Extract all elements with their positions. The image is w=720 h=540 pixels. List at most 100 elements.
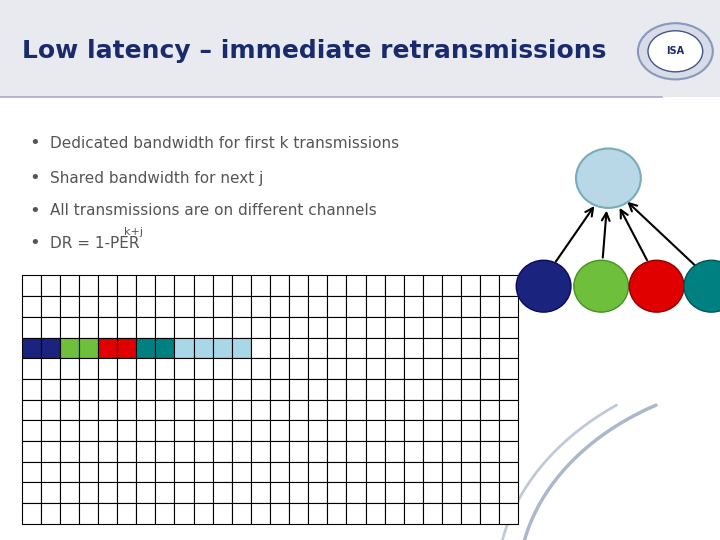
Bar: [289, 482, 308, 503]
Bar: [289, 379, 308, 400]
Bar: [404, 462, 423, 482]
Bar: [22, 420, 41, 441]
Bar: [423, 379, 442, 400]
Bar: [174, 482, 194, 503]
Bar: [79, 482, 98, 503]
Bar: [461, 400, 480, 420]
Bar: [98, 420, 117, 441]
Bar: [384, 400, 404, 420]
Bar: [98, 317, 117, 338]
Bar: [156, 338, 174, 358]
Bar: [174, 441, 194, 462]
Bar: [461, 503, 480, 524]
Bar: [404, 379, 423, 400]
Bar: [232, 275, 251, 296]
Bar: [212, 358, 232, 379]
Bar: [156, 420, 174, 441]
Bar: [194, 358, 212, 379]
Text: •: •: [29, 234, 40, 252]
Bar: [194, 420, 212, 441]
Bar: [251, 296, 270, 317]
Bar: [194, 482, 212, 503]
Bar: [499, 462, 518, 482]
Bar: [136, 462, 156, 482]
Bar: [366, 296, 384, 317]
Bar: [384, 296, 404, 317]
Bar: [117, 400, 136, 420]
Bar: [79, 462, 98, 482]
Bar: [41, 400, 60, 420]
Bar: [117, 296, 136, 317]
Bar: [60, 441, 79, 462]
Bar: [404, 358, 423, 379]
Bar: [346, 420, 366, 441]
Bar: [212, 503, 232, 524]
Bar: [499, 338, 518, 358]
Bar: [270, 462, 289, 482]
Bar: [117, 503, 136, 524]
Bar: [41, 275, 60, 296]
Bar: [117, 317, 136, 338]
Bar: [461, 296, 480, 317]
Bar: [442, 296, 461, 317]
Bar: [212, 317, 232, 338]
Text: ISA: ISA: [666, 46, 685, 56]
Bar: [461, 275, 480, 296]
Bar: [41, 462, 60, 482]
Bar: [22, 296, 41, 317]
Bar: [212, 441, 232, 462]
Bar: [270, 317, 289, 338]
Bar: [232, 441, 251, 462]
Bar: [22, 358, 41, 379]
Bar: [289, 317, 308, 338]
Bar: [308, 441, 328, 462]
Bar: [404, 338, 423, 358]
Bar: [308, 379, 328, 400]
Bar: [366, 358, 384, 379]
Bar: [423, 296, 442, 317]
Bar: [136, 296, 156, 317]
Bar: [156, 400, 174, 420]
Bar: [499, 296, 518, 317]
Bar: [328, 379, 346, 400]
Bar: [308, 462, 328, 482]
Bar: [289, 420, 308, 441]
Bar: [156, 379, 174, 400]
Bar: [156, 441, 174, 462]
Bar: [461, 441, 480, 462]
Bar: [79, 503, 98, 524]
Bar: [79, 441, 98, 462]
Bar: [328, 462, 346, 482]
Bar: [136, 482, 156, 503]
Bar: [98, 462, 117, 482]
Bar: [98, 338, 117, 358]
Bar: [251, 338, 270, 358]
Ellipse shape: [516, 260, 571, 312]
Bar: [232, 379, 251, 400]
Bar: [270, 358, 289, 379]
Bar: [194, 441, 212, 462]
Bar: [41, 317, 60, 338]
Bar: [22, 462, 41, 482]
Bar: [232, 317, 251, 338]
Bar: [328, 317, 346, 338]
Text: DR = 1-PER: DR = 1-PER: [50, 235, 140, 251]
Bar: [251, 441, 270, 462]
Ellipse shape: [576, 148, 641, 208]
Bar: [212, 275, 232, 296]
Bar: [22, 338, 41, 358]
Bar: [212, 420, 232, 441]
Bar: [270, 296, 289, 317]
Bar: [270, 503, 289, 524]
Bar: [480, 338, 499, 358]
Bar: [174, 420, 194, 441]
Bar: [251, 275, 270, 296]
Bar: [194, 275, 212, 296]
Bar: [60, 482, 79, 503]
Bar: [136, 441, 156, 462]
Bar: [22, 275, 41, 296]
Bar: [366, 462, 384, 482]
Bar: [366, 503, 384, 524]
Bar: [174, 296, 194, 317]
Bar: [136, 358, 156, 379]
